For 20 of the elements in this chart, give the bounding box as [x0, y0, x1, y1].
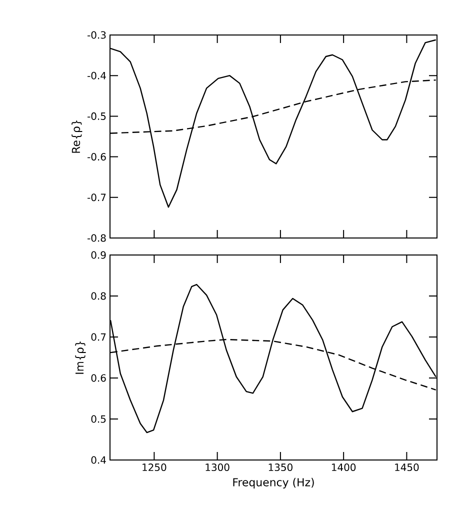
x-tick-label: 1350	[268, 464, 292, 472]
x-tick-label: 1250	[142, 464, 166, 472]
y-tick-label: 0.7	[91, 333, 106, 341]
y-tick-label: 0.9	[91, 251, 106, 259]
y-tick-label: -0.8	[88, 234, 106, 242]
y-tick-label: 0.8	[91, 292, 106, 300]
y-tick-label: -0.5	[88, 112, 106, 120]
y-tick-label: -0.6	[88, 153, 106, 161]
y-tick-label: 0.4	[91, 456, 106, 464]
y-tick-label: -0.4	[88, 72, 106, 80]
x-axis-title: Frequency (Hz)	[233, 478, 314, 488]
x-tick-label: 1400	[332, 464, 356, 472]
x-tick-label: 1300	[206, 464, 230, 472]
y-tick-label: 0.5	[91, 415, 106, 423]
y-tick-label: -0.7	[88, 194, 106, 202]
y-axis-title: Im{ρ}	[75, 341, 86, 374]
y-tick-label: 0.6	[91, 374, 106, 382]
x-tick-label: 1450	[395, 464, 419, 472]
y-axis-title: Re{ρ}	[72, 120, 82, 153]
y-tick-label: -0.3	[88, 31, 106, 39]
